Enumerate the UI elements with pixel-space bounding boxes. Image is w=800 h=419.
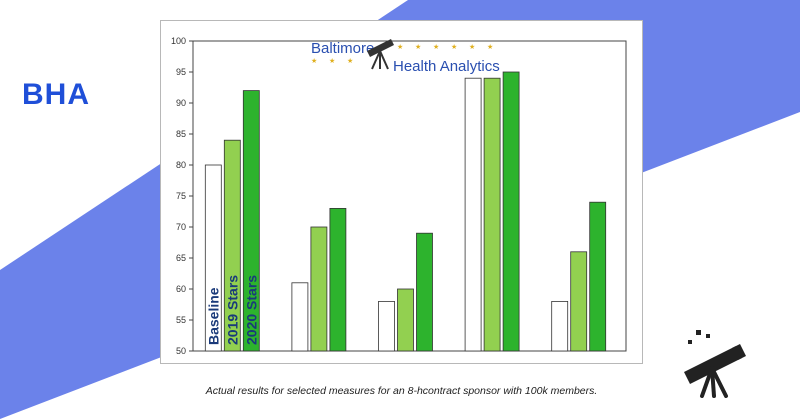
logo-line2: Health Analytics [393,58,500,75]
y-tick-label: 80 [176,160,186,170]
bar-baseline [204,164,222,352]
bar-2020-stars [242,90,260,352]
series-label-0: Baseline [205,287,221,345]
telescope-icon [684,330,746,398]
bar-2020-stars [416,232,433,352]
svg-text:★: ★ [451,43,457,51]
y-tick-label: 50 [176,346,186,356]
brand-logo-text: BHA [22,78,90,111]
svg-text:★: ★ [415,43,421,51]
y-tick-label: 55 [176,315,186,325]
chart-panel: 50 55 60 65 70 75 80 85 90 95 100 Baseline 2019 Sta… [160,20,643,364]
svg-text:★: ★ [329,57,335,65]
y-tick-label: 60 [176,284,186,294]
y-tick-label: 100 [171,36,186,46]
bar-2020-stars [329,207,347,352]
chart-caption: Actual results for selected measures for… [205,385,598,397]
chart-bars [204,71,607,352]
bar-2020-stars [502,71,520,352]
logo-line1: Baltimore [311,40,374,57]
bar-baseline [291,282,309,352]
bar-2020-stars [589,201,607,352]
logo-stars: ★ ★ ★ ★ ★ ★ ★ ★ ★ [311,43,493,65]
y-tick-label: 70 [176,222,186,232]
series-labels: Baseline 2019 Stars 2020 Stars [205,275,259,345]
y-tick-label: 75 [176,191,186,201]
bar-baseline [464,77,482,352]
bar-chart: 50 55 60 65 70 75 80 85 90 95 100 Baseline 2019 Sta… [171,36,627,356]
svg-text:★: ★ [311,57,317,65]
bar-2019-stars [223,139,241,352]
svg-text:★: ★ [397,43,403,51]
y-tick-label: 90 [176,98,186,108]
bar-2019-stars [397,288,414,352]
bar-baseline [378,300,395,352]
chart-logo: Baltimore Health Analytics ★ ★ ★ ★ ★ ★ ★ ★ ★ [311,39,500,75]
series-label-1: 2019 Stars [224,275,240,345]
y-tick-label: 85 [176,129,186,139]
svg-text:★: ★ [487,43,493,51]
svg-text:★: ★ [347,57,353,65]
telescope-icon [367,39,394,70]
y-tick-label: 95 [176,67,186,77]
svg-text:★: ★ [433,43,439,51]
bar-2019-stars [310,226,328,352]
y-tick-label: 65 [176,253,186,263]
bar-baseline [551,300,569,352]
series-label-2: 2020 Stars [243,275,259,345]
bar-2019-stars [570,251,588,352]
svg-text:★: ★ [469,43,475,51]
bar-2019-stars [483,77,501,352]
